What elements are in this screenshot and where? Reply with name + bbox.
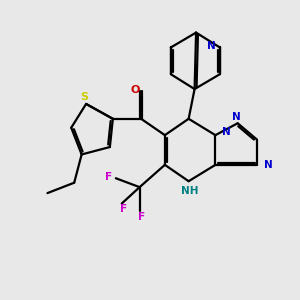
Text: F: F (137, 212, 145, 222)
Text: N: N (207, 41, 216, 51)
Text: N: N (222, 127, 231, 137)
Text: F: F (120, 204, 127, 214)
Text: S: S (81, 92, 88, 102)
Text: F: F (105, 172, 112, 182)
Text: N: N (264, 160, 273, 170)
Text: N: N (232, 112, 241, 122)
Text: NH: NH (182, 186, 199, 196)
Text: O: O (130, 85, 140, 95)
